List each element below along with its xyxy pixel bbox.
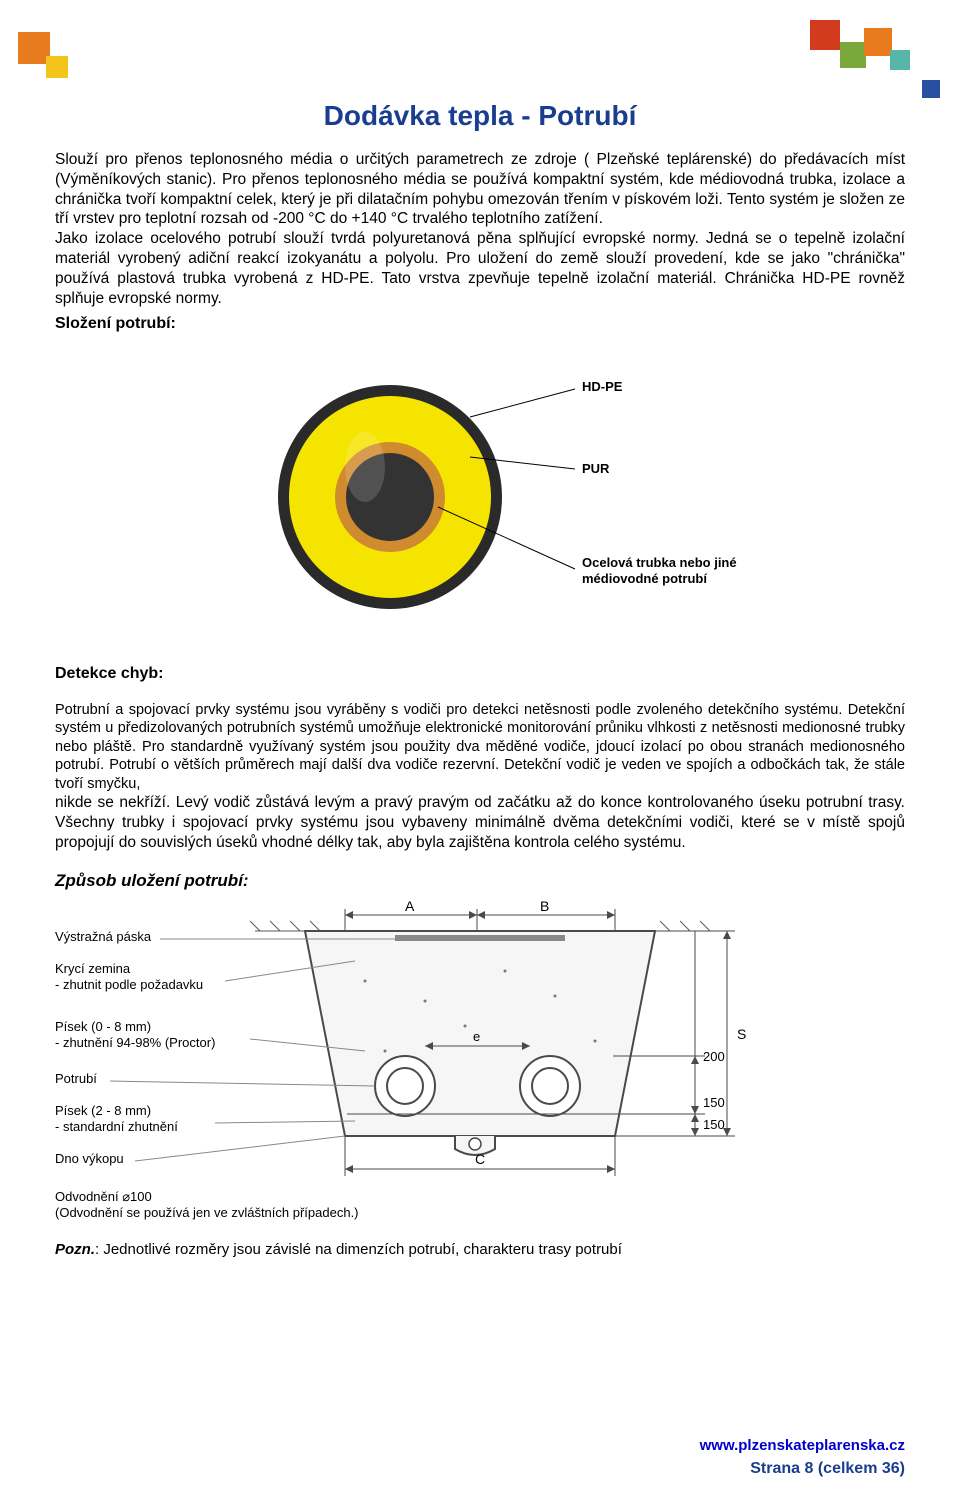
page-title: Dodávka tepla - Potrubí bbox=[55, 100, 905, 132]
dim-b: B bbox=[540, 901, 549, 914]
label-pur: PUR bbox=[582, 461, 610, 476]
trench-svg: Výstražná páska Krycí zemina - zhutnit p… bbox=[55, 901, 905, 1221]
note-prefix: Pozn. bbox=[55, 1241, 95, 1258]
trench-diagram: Výstražná páska Krycí zemina - zhutnit p… bbox=[55, 901, 905, 1221]
label-sand2a: Písek (2 - 8 mm) bbox=[55, 1103, 151, 1118]
label-steel-2: médiovodné potrubí bbox=[582, 571, 707, 586]
dim-e: e bbox=[473, 1029, 480, 1044]
label-tape: Výstražná páska bbox=[55, 929, 152, 944]
footer-page-number: Strana 8 (celkem 36) bbox=[55, 1460, 905, 1478]
detection-body-2: nikde se nekříží. Levý vodič zůstává lev… bbox=[55, 793, 905, 852]
label-sand1a: Písek (0 - 8 mm) bbox=[55, 1019, 151, 1034]
label-steel-1: Ocelová trubka nebo jiné bbox=[582, 555, 737, 570]
accent-square bbox=[864, 28, 892, 56]
dim-c: C bbox=[475, 1151, 485, 1167]
label-sand2b: - standardní zhutnění bbox=[55, 1119, 178, 1134]
label-drain-1: Odvodnění ⌀100 bbox=[55, 1189, 152, 1204]
placement-heading: Způsob uložení potrubí: bbox=[55, 871, 905, 891]
dim-a: A bbox=[405, 901, 415, 914]
intro-paragraph-2: Jako izolace ocelového potrubí slouží tv… bbox=[55, 229, 905, 308]
composition-heading: Složení potrubí: bbox=[55, 315, 905, 333]
dim-s: S bbox=[737, 1026, 746, 1042]
dim-150a: 150 bbox=[703, 1095, 725, 1110]
label-cover-1: Krycí zemina bbox=[55, 961, 131, 976]
accent-square bbox=[890, 50, 910, 70]
accent-square bbox=[922, 80, 940, 98]
label-pipe: Potrubí bbox=[55, 1071, 97, 1086]
accent-square bbox=[810, 20, 840, 50]
page-content: Dodávka tepla - Potrubí Slouží pro přeno… bbox=[0, 0, 960, 1258]
label-sand1b: - zhutnění 94-98% (Proctor) bbox=[55, 1035, 215, 1050]
dim-200: 200 bbox=[703, 1049, 725, 1064]
header-decoration bbox=[0, 20, 960, 80]
dim-150b: 150 bbox=[703, 1117, 725, 1132]
footer-link: www.plzenskateplarenska.cz bbox=[55, 1437, 905, 1454]
page-footer: www.plzenskateplarenska.cz Strana 8 (cel… bbox=[55, 1437, 905, 1478]
label-hdpe: HD-PE bbox=[582, 379, 623, 394]
label-bottom: Dno výkopu bbox=[55, 1151, 124, 1166]
label-cover-2: - zhutnit podle požadavku bbox=[55, 977, 203, 992]
note-line: Pozn.: Jednotlivé rozměry jsou závislé n… bbox=[55, 1241, 905, 1258]
note-body: : Jednotlivé rozměry jsou závislé na dim… bbox=[95, 1241, 622, 1258]
intro-paragraph-1: Slouží pro přenos teplonosného média o u… bbox=[55, 150, 905, 229]
detection-body-1: Potrubní a spojovací prvky systému jsou … bbox=[55, 701, 905, 794]
accent-square bbox=[840, 42, 866, 68]
accent-square bbox=[46, 56, 68, 78]
pipe-cross-section-diagram: HD-PE PUR Ocelová trubka nebo jiné médio… bbox=[55, 357, 905, 637]
pipe-svg: HD-PE PUR Ocelová trubka nebo jiné médio… bbox=[200, 357, 760, 637]
detection-heading: Detekce chyb: bbox=[55, 665, 905, 683]
label-drain-2: (Odvodnění se používá jen ve zvláštních … bbox=[55, 1205, 359, 1220]
